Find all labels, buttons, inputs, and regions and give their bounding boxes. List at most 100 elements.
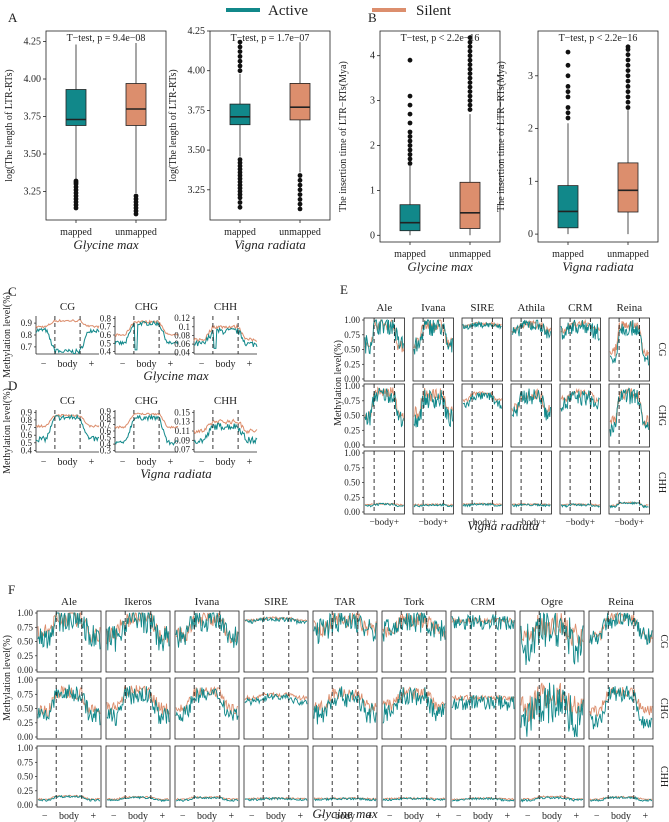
- line-active: [106, 612, 170, 652]
- y-tick-label: 0.75: [344, 330, 360, 340]
- y-tick-label: 0.25: [344, 425, 360, 435]
- facet-reina-chg: [588, 677, 654, 740]
- x-tick-label: body: [542, 811, 562, 822]
- x-tick-label: mapped: [60, 227, 92, 238]
- x-tick-label: −: [42, 811, 48, 822]
- y-tick-label: 0.25: [17, 651, 33, 661]
- x-tick-label: body: [58, 457, 78, 468]
- box-outlier: [625, 99, 631, 105]
- panel-label: E: [340, 282, 348, 297]
- x-tick-label: body: [128, 811, 148, 822]
- box-active: [557, 185, 579, 229]
- x-tick-label: +: [642, 811, 648, 822]
- legend-silent-label: Silent: [416, 3, 452, 19]
- box-outlier: [625, 105, 631, 110]
- family-label: Ivana: [195, 596, 220, 608]
- line-active: [589, 795, 653, 802]
- x-tick-label: −: [120, 359, 126, 370]
- y-tick-label: 4.25: [188, 26, 206, 37]
- line-active: [244, 796, 308, 802]
- line-active: [382, 611, 446, 642]
- y-tick-label: 0.6: [100, 426, 112, 436]
- box-outlier: [467, 93, 473, 99]
- y-tick-label: 0.11: [175, 426, 190, 436]
- box-active: [65, 89, 87, 126]
- box-outlier: [237, 68, 243, 74]
- context-strip-label: CHH: [658, 766, 669, 787]
- box-outlier: [237, 49, 243, 54]
- facet-frame: [243, 610, 309, 673]
- y-tick-label: 0.50: [17, 704, 33, 714]
- box-outlier: [565, 115, 571, 121]
- box-outlier: [625, 52, 631, 58]
- x-tick-label: −: [199, 359, 205, 370]
- box-outlier: [407, 156, 413, 162]
- box-outlier: [467, 89, 473, 94]
- y-tick-label: 4.25: [24, 37, 42, 48]
- facet-athila-cg: [510, 317, 552, 382]
- line-silent: [35, 318, 100, 329]
- test-annotation: T−test, p < 2.2e−16: [559, 33, 638, 44]
- box-outlier: [565, 49, 571, 55]
- box-outlier: [297, 206, 303, 212]
- x-tick-label: mapped: [394, 249, 426, 260]
- y-tick-label: 0.5: [100, 338, 112, 348]
- line-active: [413, 502, 453, 508]
- x-tick-label: +: [89, 457, 95, 468]
- line-active: [451, 613, 515, 631]
- x-tick-label: body: [59, 811, 79, 822]
- line-active: [114, 413, 179, 446]
- x-tick-label: +: [297, 811, 303, 822]
- line-active: [560, 502, 600, 508]
- line-silent: [560, 502, 600, 507]
- box-outlier: [73, 205, 79, 211]
- box-outlier: [467, 48, 473, 54]
- box-silent: [125, 83, 147, 126]
- x-tick-label: −body+: [418, 518, 448, 528]
- test-annotation: T−test, p = 9.4e−08: [67, 33, 146, 44]
- line-silent: [244, 691, 308, 701]
- facet-frame: [312, 610, 378, 673]
- facet-frame: [105, 745, 171, 808]
- box-outlier: [467, 53, 473, 59]
- x-tick-label: unmapped: [115, 227, 157, 238]
- facet-frame: [450, 610, 516, 673]
- box-active: [229, 103, 251, 126]
- subplot-chg: CHG 0.40.50.60.70.8 − body +: [100, 301, 179, 370]
- x-tick-label: +: [435, 811, 441, 822]
- facet-sire-chg: [243, 677, 309, 740]
- y-axis-title: log(The length of LTR-RTs): [168, 69, 179, 181]
- facet-frame: [588, 745, 654, 808]
- line-active: [560, 319, 600, 342]
- y-tick-label: 0.50: [344, 411, 360, 421]
- box-outlier: [297, 173, 303, 178]
- y-tick-label: 0.12: [174, 313, 190, 323]
- line-active: [511, 503, 551, 508]
- box-outlier: [467, 57, 473, 63]
- x-tick-label: −: [111, 811, 117, 822]
- species-label: Glycine max: [312, 806, 378, 821]
- x-tick-label: −: [249, 811, 255, 822]
- x-tick-label: body: [404, 811, 424, 822]
- y-tick-label: 0.75: [17, 622, 33, 632]
- facet-sire-chh: −body+: [461, 450, 503, 528]
- box-outlier: [467, 84, 473, 90]
- y-tick-label: 0.50: [17, 772, 33, 782]
- box-panel-frame: [209, 30, 331, 221]
- box-outlier: [407, 161, 413, 166]
- facet-crm-cg: [450, 610, 516, 673]
- x-tick-label: −: [594, 811, 600, 822]
- facet-ale-chh: −body+: [363, 450, 405, 528]
- box-outlier: [625, 94, 631, 100]
- facet-sire-cg: [243, 610, 309, 673]
- line-active: [511, 319, 551, 339]
- y-tick-label: 0.8: [100, 413, 112, 423]
- facet-ivana-chg: [412, 383, 454, 448]
- facet-frame: [312, 745, 378, 808]
- facet-frame: [608, 383, 650, 448]
- y-axis-title: Methylation level(%): [2, 635, 13, 721]
- box-outlier: [467, 71, 473, 76]
- facet-frame: [510, 317, 552, 382]
- box-outlier: [237, 54, 243, 59]
- y-axis-title: log(The length of LTR-RTs): [4, 69, 15, 181]
